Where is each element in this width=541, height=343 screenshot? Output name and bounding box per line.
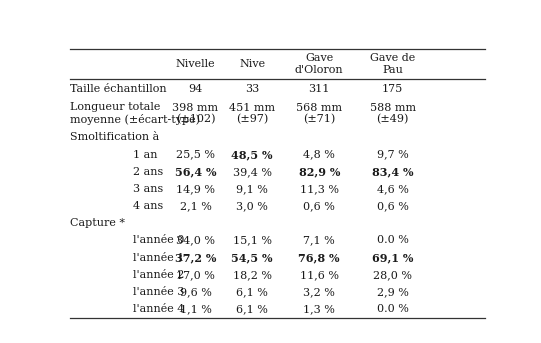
Text: 451 mm
(±97): 451 mm (±97) <box>229 103 275 125</box>
Text: 0.0 %: 0.0 % <box>377 304 408 314</box>
Text: 54,5 %: 54,5 % <box>232 252 273 263</box>
Text: 3 ans: 3 ans <box>133 184 163 194</box>
Text: l'année 0: l'année 0 <box>133 235 184 246</box>
Text: 37,2 %: 37,2 % <box>175 252 216 263</box>
Text: Taille échantillon: Taille échantillon <box>70 84 166 94</box>
Text: 56,4 %: 56,4 % <box>175 166 216 177</box>
Text: 28,0 %: 28,0 % <box>373 270 412 280</box>
Text: 9,7 %: 9,7 % <box>377 150 408 159</box>
Text: l'année 3: l'année 3 <box>133 287 184 297</box>
Text: 6,1 %: 6,1 % <box>236 287 268 297</box>
Text: 0,6 %: 0,6 % <box>377 201 408 211</box>
Text: Gave de
Pau: Gave de Pau <box>370 54 415 75</box>
Text: Longueur totale
moyenne (±écart-type): Longueur totale moyenne (±écart-type) <box>70 102 200 125</box>
Text: 15,1 %: 15,1 % <box>233 235 272 246</box>
Text: 2 ans: 2 ans <box>133 167 163 177</box>
Text: 0.0 %: 0.0 % <box>377 235 408 246</box>
Text: Smoltification à: Smoltification à <box>70 132 159 142</box>
Text: 25,5 %: 25,5 % <box>176 150 215 159</box>
Text: 17,0 %: 17,0 % <box>176 270 215 280</box>
Text: 34,0 %: 34,0 % <box>176 235 215 246</box>
Text: 83,4 %: 83,4 % <box>372 166 413 177</box>
Text: 14,9 %: 14,9 % <box>176 184 215 194</box>
Text: Nivelle: Nivelle <box>176 59 215 69</box>
Text: 0,6 %: 0,6 % <box>304 201 335 211</box>
Text: 175: 175 <box>382 84 403 94</box>
Text: 4,6 %: 4,6 % <box>377 184 408 194</box>
Text: 76,8 %: 76,8 % <box>299 252 340 263</box>
Text: 4,8 %: 4,8 % <box>304 150 335 159</box>
Text: 9,1 %: 9,1 % <box>236 184 268 194</box>
Text: 82,9 %: 82,9 % <box>299 166 340 177</box>
Text: 1,1 %: 1,1 % <box>180 304 212 314</box>
Text: 94: 94 <box>188 84 203 94</box>
Text: Gave
d'Oloron: Gave d'Oloron <box>295 54 344 75</box>
Text: Nive: Nive <box>239 59 265 69</box>
Text: 568 mm
(±71): 568 mm (±71) <box>296 103 342 125</box>
Text: 69,1 %: 69,1 % <box>372 252 413 263</box>
Text: 33: 33 <box>245 84 259 94</box>
Text: 4 ans: 4 ans <box>133 201 163 211</box>
Text: 588 mm
(±49): 588 mm (±49) <box>370 103 415 125</box>
Text: 7,1 %: 7,1 % <box>304 235 335 246</box>
Text: 9,6 %: 9,6 % <box>180 287 212 297</box>
Text: 18,2 %: 18,2 % <box>233 270 272 280</box>
Text: 2,9 %: 2,9 % <box>377 287 408 297</box>
Text: 39,4 %: 39,4 % <box>233 167 272 177</box>
Text: Capture *: Capture * <box>70 218 125 228</box>
Text: l'année 1: l'année 1 <box>133 252 184 263</box>
Text: 11,6 %: 11,6 % <box>300 270 339 280</box>
Text: l'année 4: l'année 4 <box>133 304 184 314</box>
Text: 6,1 %: 6,1 % <box>236 304 268 314</box>
Text: 311: 311 <box>308 84 330 94</box>
Text: 2,1 %: 2,1 % <box>180 201 212 211</box>
Text: 1 an: 1 an <box>133 150 157 159</box>
Text: 11,3 %: 11,3 % <box>300 184 339 194</box>
Text: 48,5 %: 48,5 % <box>232 149 273 160</box>
Text: 3,2 %: 3,2 % <box>304 287 335 297</box>
Text: 1,3 %: 1,3 % <box>304 304 335 314</box>
Text: l'année 2: l'année 2 <box>133 270 184 280</box>
Text: 3,0 %: 3,0 % <box>236 201 268 211</box>
Text: 398 mm
(±102): 398 mm (±102) <box>173 103 219 125</box>
